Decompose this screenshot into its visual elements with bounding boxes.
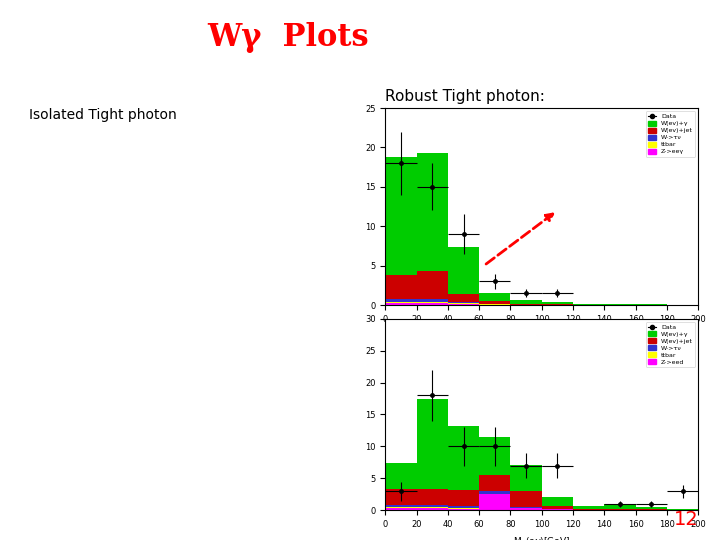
Bar [417,399,448,489]
Bar [480,301,510,303]
Bar [448,505,480,508]
Bar [573,506,605,509]
Bar [417,303,448,305]
Bar [448,302,480,303]
Text: Wγ  Plots: Wγ Plots [207,22,369,52]
Bar [385,302,417,303]
Bar [510,508,541,510]
Bar [541,506,573,509]
Bar [417,271,448,299]
Bar [385,275,417,299]
Bar [510,491,541,507]
Bar [385,299,417,302]
Bar [541,509,573,510]
Bar [480,475,510,491]
Bar [605,504,636,509]
Bar [605,304,636,305]
Bar [448,247,480,294]
Bar [417,299,448,302]
Bar [480,494,510,510]
Bar [448,426,480,490]
Text: 12: 12 [674,510,698,529]
Bar [385,157,417,275]
Bar [510,300,541,304]
Text: Isolated Tight photon: Isolated Tight photon [29,108,176,122]
Bar [510,507,541,508]
Bar [385,508,417,510]
Bar [417,508,448,510]
X-axis label: M_(e$\gamma$)[GeV]: M_(e$\gamma$)[GeV] [513,535,570,540]
Text: Robust Tight photon:: Robust Tight photon: [385,89,545,104]
Bar [417,153,448,271]
Bar [510,465,541,491]
Bar [385,303,417,305]
Bar [667,509,698,510]
Bar [448,509,480,510]
Bar [541,497,573,506]
Bar [448,303,480,304]
Bar [417,489,448,505]
Bar [573,509,605,510]
Legend: Data, W(ev)+γ, W(ev)+jet, W->τν, ttbar, Z->eeγ: Data, W(ev)+γ, W(ev)+jet, W->τν, ttbar, … [646,111,696,157]
Legend: Data, W(ev)+γ, W(ev)+jet, W->τν, ttbar, Z->eed: Data, W(ev)+γ, W(ev)+jet, W->τν, ttbar, … [646,322,696,368]
Bar [385,489,417,505]
Bar [448,304,480,305]
Bar [480,303,510,305]
Bar [541,302,573,305]
Bar [417,302,448,303]
X-axis label: p$_T$(W)[GeV]: p$_T$(W)[GeV] [516,329,568,342]
Bar [385,463,417,489]
Bar [480,293,510,301]
Bar [510,304,541,305]
Bar [385,505,417,507]
Bar [480,491,510,494]
Bar [448,294,480,302]
Bar [417,505,448,507]
Bar [636,507,667,509]
Bar [448,490,480,505]
Bar [573,304,605,305]
Bar [480,437,510,475]
